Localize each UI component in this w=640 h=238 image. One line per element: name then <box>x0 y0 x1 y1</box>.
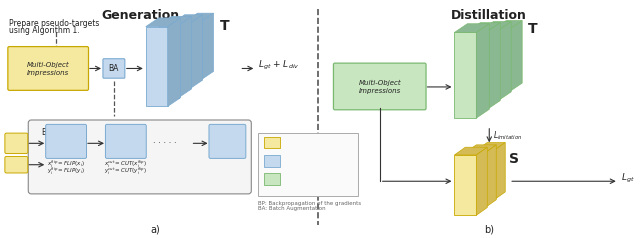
Bar <box>465 153 485 208</box>
Polygon shape <box>454 147 487 155</box>
Text: BA: BA <box>41 128 52 137</box>
Text: BA: BA <box>109 64 119 73</box>
Polygon shape <box>509 21 522 92</box>
Bar <box>264 155 280 167</box>
Text: Multi-Object
Impressions: Multi-Object Impressions <box>358 79 401 94</box>
Text: b): b) <box>484 225 494 235</box>
Text: $y_i^{flip}=FLIP(y_i)$: $y_i^{flip}=FLIP(y_i)$ <box>47 166 85 177</box>
Polygon shape <box>493 21 522 29</box>
Text: $x_i^{flip}=FLIP(x_i)$: $x_i^{flip}=FLIP(x_i)$ <box>47 159 85 170</box>
Polygon shape <box>476 147 487 215</box>
Polygon shape <box>200 13 214 80</box>
Polygon shape <box>485 145 496 208</box>
FancyBboxPatch shape <box>333 63 426 110</box>
FancyBboxPatch shape <box>8 47 88 90</box>
Text: BA: Batch Augmentation: BA: Batch Augmentation <box>259 206 326 211</box>
Text: T: T <box>220 19 229 33</box>
Bar <box>159 25 179 98</box>
Text: $x_i^{cut}=CUT(x_i^{flip})$: $x_i^{cut}=CUT(x_i^{flip})$ <box>104 159 147 170</box>
FancyBboxPatch shape <box>209 124 246 159</box>
Text: Multi-Object
Impressions: Multi-Object Impressions <box>27 61 70 75</box>
FancyBboxPatch shape <box>5 156 28 173</box>
Polygon shape <box>465 145 496 153</box>
Text: Prepare pseudo-targets: Prepare pseudo-targets <box>10 19 100 28</box>
Polygon shape <box>168 18 180 106</box>
Bar <box>264 137 280 148</box>
Text: S: S <box>509 152 519 166</box>
Polygon shape <box>480 22 511 30</box>
Text: Distillation: Distillation <box>451 9 527 22</box>
Text: Frozen and BP: Frozen and BP <box>285 158 335 164</box>
Bar <box>467 31 487 109</box>
Polygon shape <box>159 16 191 25</box>
Bar <box>476 150 494 200</box>
Bar <box>264 174 280 185</box>
Text: $x_i$: $x_i$ <box>12 138 20 149</box>
Polygon shape <box>494 143 505 200</box>
Text: . . . . .: . . . . . <box>153 136 177 145</box>
Polygon shape <box>476 24 489 118</box>
Text: $x_i^{flip}$: $x_i^{flip}$ <box>58 133 74 149</box>
Text: $L_{gt}$: $L_{gt}$ <box>621 172 634 185</box>
FancyBboxPatch shape <box>28 120 252 194</box>
Bar <box>172 24 189 89</box>
Text: $x_i^{ba}$: $x_i^{ba}$ <box>221 129 234 144</box>
Text: Generation: Generation <box>102 9 180 22</box>
FancyBboxPatch shape <box>45 124 86 159</box>
Text: $x_i^{cut}$: $x_i^{cut}$ <box>118 134 134 149</box>
Polygon shape <box>499 22 511 100</box>
Text: BP: Backpropagation of the gradients: BP: Backpropagation of the gradients <box>259 201 362 206</box>
Polygon shape <box>487 23 500 109</box>
Text: using Algorithm 1.: using Algorithm 1. <box>10 26 80 35</box>
FancyBboxPatch shape <box>106 124 147 159</box>
Text: Frozen and no BP: Frozen and no BP <box>285 176 346 182</box>
Polygon shape <box>189 15 202 89</box>
Bar <box>146 27 168 106</box>
Bar <box>454 33 476 118</box>
Text: $y_i^{ba}$: $y_i^{ba}$ <box>221 140 234 155</box>
Text: q: q <box>124 130 128 139</box>
Text: a): a) <box>151 225 161 235</box>
Polygon shape <box>146 18 180 27</box>
Polygon shape <box>179 16 191 98</box>
Text: Trainable: Trainable <box>285 139 317 145</box>
Text: $y_i^{cut}=CUT(y_i^{flip})$: $y_i^{cut}=CUT(y_i^{flip})$ <box>104 166 147 177</box>
Polygon shape <box>454 24 489 33</box>
FancyBboxPatch shape <box>103 59 125 78</box>
Polygon shape <box>172 15 202 24</box>
Bar <box>480 30 499 100</box>
Polygon shape <box>184 13 214 22</box>
Text: T: T <box>528 22 538 36</box>
Bar <box>259 133 358 196</box>
Text: $y_i$: $y_i$ <box>12 159 20 170</box>
Bar <box>493 29 509 92</box>
Bar <box>184 22 200 80</box>
Text: p: p <box>63 130 68 139</box>
FancyBboxPatch shape <box>5 133 28 154</box>
Bar <box>454 155 476 215</box>
Text: $L_{gt}$ $+$ $L_{div}$: $L_{gt}$ $+$ $L_{div}$ <box>259 59 300 72</box>
Text: $L_{imitation}$: $L_{imitation}$ <box>493 129 523 142</box>
Polygon shape <box>467 23 500 31</box>
Polygon shape <box>476 143 505 150</box>
